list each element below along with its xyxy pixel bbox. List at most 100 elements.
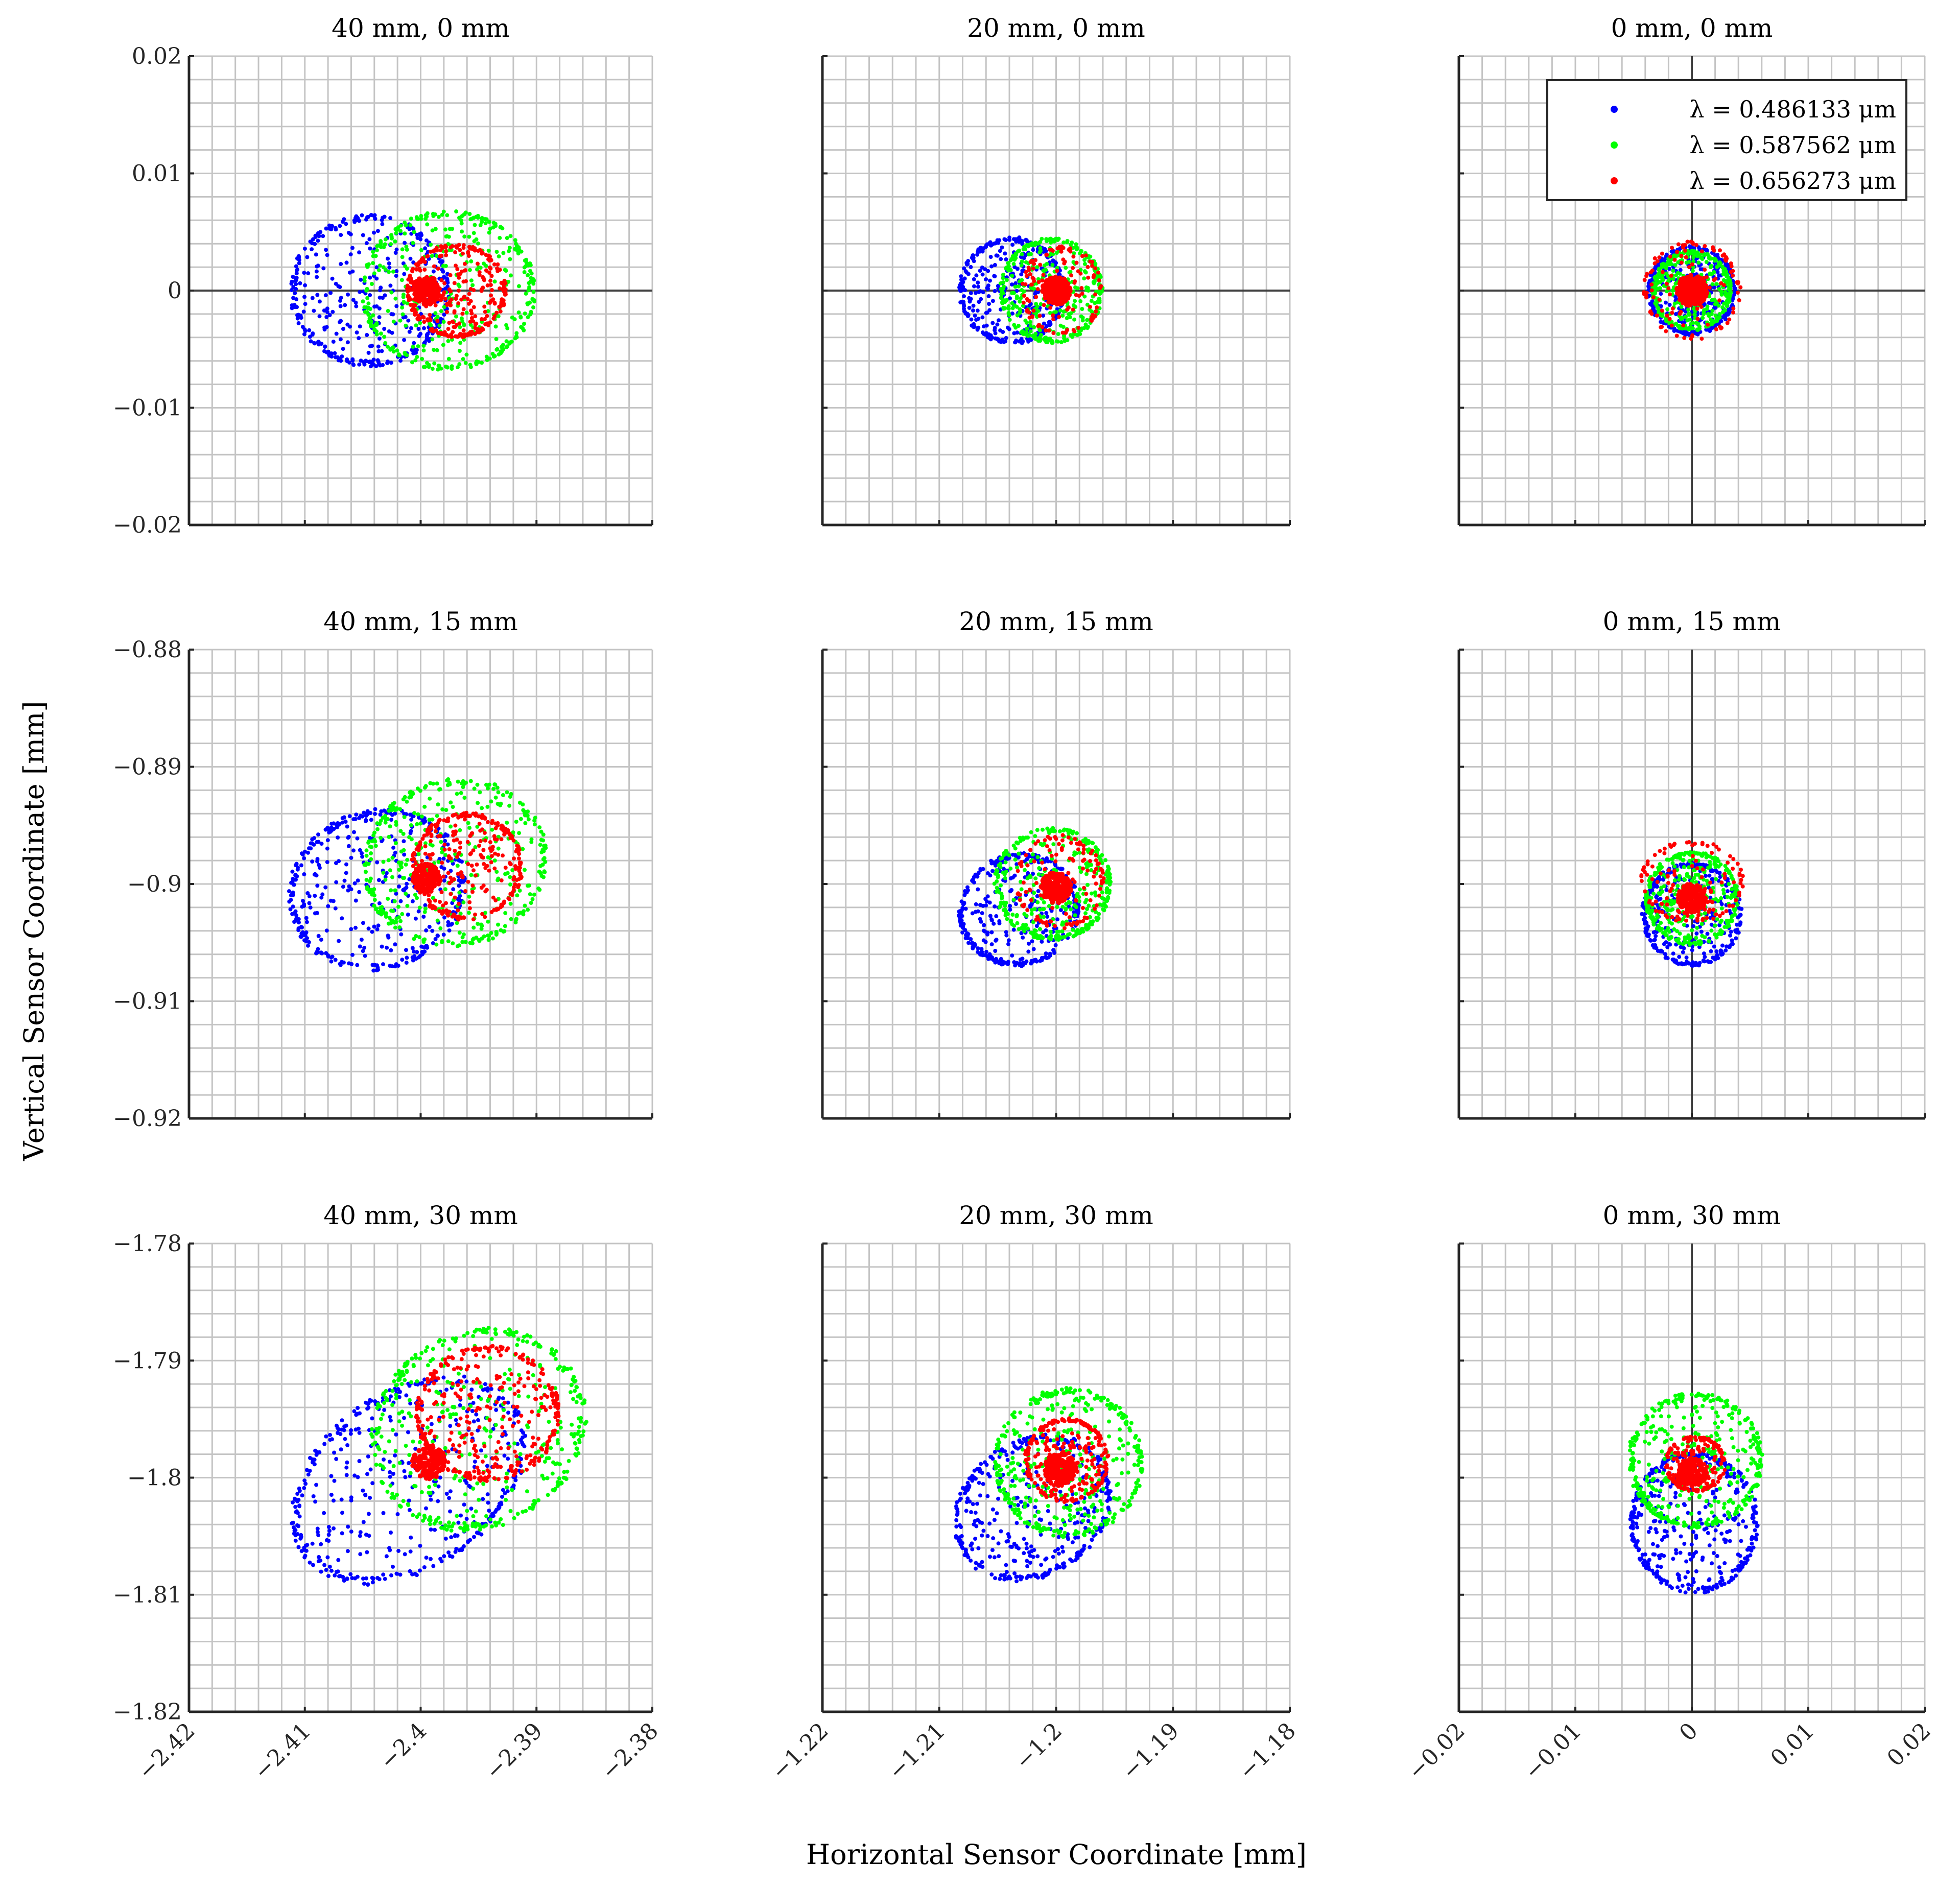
data-point (1010, 243, 1015, 247)
data-point (1026, 339, 1031, 344)
data-point (492, 858, 497, 863)
data-point-core (1044, 278, 1050, 283)
data-point (1040, 278, 1045, 283)
data-point (518, 817, 523, 821)
data-point (460, 940, 465, 944)
data-point (490, 936, 495, 941)
data-point (310, 859, 315, 864)
data-point (528, 263, 533, 268)
data-point (1657, 255, 1662, 260)
data-point (460, 873, 465, 878)
data-point (489, 274, 494, 278)
data-point (400, 958, 405, 962)
data-point (418, 321, 422, 325)
data-point (506, 896, 511, 901)
data-point (1660, 251, 1664, 256)
data-point (1074, 293, 1078, 297)
data-point (419, 814, 424, 819)
data-point (417, 935, 422, 940)
data-point (444, 249, 448, 253)
data-point (1676, 242, 1681, 247)
data-point (443, 227, 447, 232)
data-point (416, 852, 421, 856)
data-point (456, 901, 461, 906)
data-point (470, 883, 475, 888)
data-point (393, 251, 398, 255)
data-point (1019, 330, 1024, 334)
data-point (455, 792, 459, 796)
data-point (1688, 317, 1692, 322)
data-point (310, 837, 315, 842)
data-point (499, 837, 504, 842)
data-point (417, 334, 421, 338)
data-point (362, 362, 367, 367)
data-point (355, 218, 359, 222)
data-point (400, 305, 405, 310)
data-point (1036, 339, 1041, 343)
data-point (1669, 273, 1673, 278)
data-point (1667, 267, 1672, 271)
data-point (1000, 288, 1005, 293)
data-point (322, 349, 326, 353)
data-point (454, 314, 458, 319)
data-point (395, 348, 399, 353)
data-point (432, 264, 436, 269)
data-point (483, 221, 488, 226)
data-point (430, 852, 435, 856)
data-point (1703, 244, 1707, 248)
data-point (488, 840, 492, 845)
data-point (443, 245, 448, 249)
data-point (388, 824, 392, 829)
data-point (366, 841, 371, 845)
data-point (479, 926, 484, 931)
data-point (386, 896, 390, 901)
data-point (364, 818, 368, 822)
data-point (510, 315, 514, 320)
data-point (457, 275, 461, 280)
data-point (458, 341, 463, 345)
data-point (411, 344, 415, 349)
data-point (404, 892, 408, 896)
data-point (1666, 260, 1670, 265)
data-point (971, 303, 976, 308)
data-point (1667, 302, 1672, 307)
data-point (433, 303, 438, 307)
data-point (993, 331, 998, 336)
data-point (1031, 308, 1036, 313)
data-point (1097, 278, 1101, 282)
data-point (969, 291, 973, 295)
data-point (1065, 240, 1069, 245)
data-point (489, 799, 493, 804)
data-point (526, 273, 530, 277)
data-point (1030, 314, 1034, 319)
data-point (436, 834, 440, 839)
data-point (1004, 298, 1009, 302)
data-point (1681, 323, 1686, 328)
data-point (386, 256, 390, 261)
data-point (467, 906, 472, 911)
data-point (317, 866, 322, 870)
legend-entry: λ = 0.656273 μm (1689, 167, 1896, 195)
data-point (1074, 260, 1079, 265)
data-point (398, 919, 403, 923)
data-point-core (1050, 292, 1055, 298)
data-point (435, 814, 439, 818)
data-point (369, 282, 374, 286)
data-point (543, 843, 548, 848)
data-point (394, 916, 399, 921)
data-point (522, 328, 526, 332)
data-point (442, 281, 447, 285)
data-point (518, 315, 523, 320)
data-point (486, 248, 491, 253)
data-point (463, 361, 468, 365)
data-point (346, 844, 351, 848)
data-point (986, 283, 990, 288)
data-point (488, 278, 493, 283)
data-point (364, 359, 368, 363)
data-point (345, 359, 349, 363)
data-point (1071, 328, 1076, 332)
data-point (491, 297, 495, 302)
data-point (1678, 312, 1682, 316)
data-point (501, 853, 505, 858)
data-point (313, 894, 317, 898)
